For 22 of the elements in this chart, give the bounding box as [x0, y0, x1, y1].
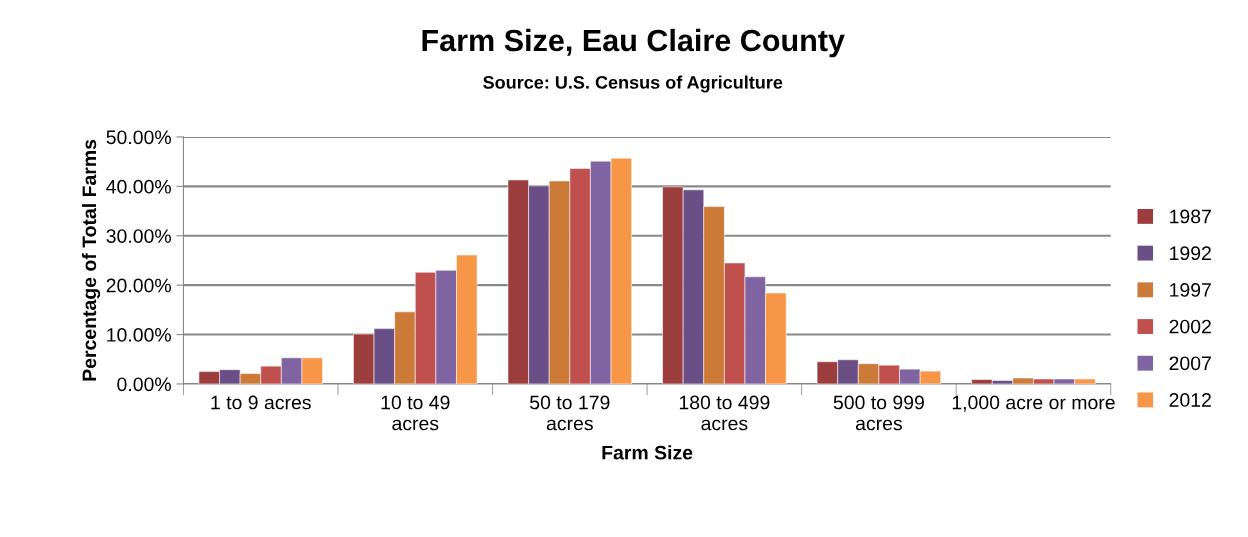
y-tick-label: 50.00% [106, 130, 171, 145]
legend-label: 1987 [1170, 209, 1211, 224]
x-tick-label: 10 to 49 acres [381, 395, 450, 431]
x-tick-label: 180 to 499 acres [679, 395, 770, 431]
legend-label: 1997 [1170, 283, 1211, 297]
x-tick-label: 1 to 9 acres [211, 395, 311, 410]
y-tick-label: 10.00% [107, 328, 171, 342]
x-tick-label: 50 to 179 acres [530, 395, 610, 431]
y-axis-title: Percentage of Total Farms [81, 139, 101, 381]
x-axis-title: Farm Size [602, 445, 693, 460]
x-tick-label: 500 to 999 acres [833, 395, 924, 431]
y-tick-label: 20.00% [106, 278, 171, 293]
chart-subtitle: Source: U.S. Census of Agriculture [483, 75, 783, 93]
legend-label: 2012 [1169, 393, 1211, 407]
legend-label: 2002 [1169, 319, 1211, 334]
legend-label: 2007 [1169, 356, 1211, 371]
x-tick-label: 1,000 acre or more [952, 395, 1115, 412]
y-tick-label: 0.00% [117, 377, 171, 392]
y-tick-label: 40.00% [106, 179, 171, 194]
chart-title: Farm Size, Eau Claire County [422, 28, 845, 58]
legend-label: 1992 [1170, 246, 1211, 261]
y-tick-label: 30.00% [106, 229, 171, 243]
